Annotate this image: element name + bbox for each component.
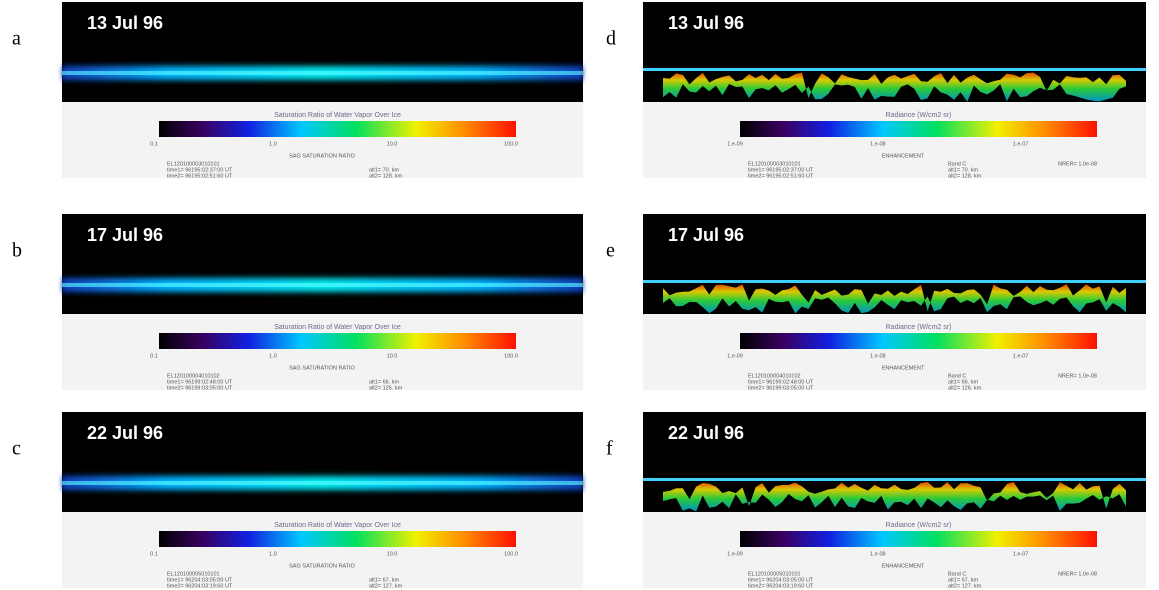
panel: e 17 Jul 96 Radiance (W/cm2 sr) 1.e-09 1.e-0… [606,214,1146,391]
info-time2: time2= 96204:03:19:60 UT [748,583,814,589]
colorbar-tick-label: 1.e-09 [727,353,743,359]
colorbar [740,333,1097,349]
colorbar-label: SAG SATURATION RATIO [289,563,355,569]
info-alt2: alt2= 128. km [948,173,982,179]
colorbar-label: ENHANCEMENT [882,563,925,569]
panel-letter: f [606,438,613,460]
info-alt2: alt2= 126. km [948,385,982,391]
top-line [643,280,1146,283]
colorbar-title: Saturation Ratio of Water Vapor Over Ice [274,522,401,529]
colorbar-tick-label: 0.1 [150,551,158,557]
panel-letter: b [12,240,22,262]
info-time2: time2= 96195:02:51:60 UT [748,173,814,179]
colorbar-tick-label: 1.0 [269,551,277,557]
colorbar [159,531,516,547]
panel: c 22 Jul 96 Saturation Ratio of Water Vapo… [12,412,583,589]
colorbar-label: ENHANCEMENT [882,365,925,371]
date: 22 Jul 96 [87,423,163,443]
colorbar-tick-label: 1.e-09 [727,551,743,557]
colorbar-tick-label: 1.e-08 [870,141,886,147]
info-time2: time2= 96204:03:19:60 UT [167,583,233,589]
colorbar-tick-label: 10.0 [387,353,398,359]
colorbar [159,333,516,349]
colorbar-tick-label: 1.e-08 [870,353,886,359]
panel: a 13 Jul 96 Saturation Ratio of Water Vapo… [12,2,583,179]
colorbar-tick-label: 100.0 [504,551,518,557]
panel-letter: e [606,240,615,262]
colorbar-tick-label: 0.1 [150,353,158,359]
colorbar-title: Saturation Ratio of Water Vapor Over Ice [274,324,401,331]
info-time2: time2= 96195:02:51:60 UT [167,173,233,179]
top-line [643,68,1146,71]
colorbar-tick-label: 1.e-07 [1013,353,1029,359]
info-time2: time2= 96199:03:05:00 UT [167,385,233,391]
vapor-core [62,283,583,287]
colorbar-tick-label: 10.0 [387,141,398,147]
colorbar-title: Radiance (W/cm2 sr) [886,112,952,119]
info-alt2: alt2= 127. km [948,583,982,589]
figure: a 13 Jul 96 Saturation Ratio of Water Vapo… [0,0,1159,590]
colorbar-tick-label: 100.0 [504,353,518,359]
info-alt2: alt2= 128. km [369,173,403,179]
info-nrer: NRER= 1.0e-08 [1058,571,1097,577]
vapor-core [62,481,583,485]
colorbar-tick-label: 1.e-07 [1013,141,1029,147]
colorbar-label: ENHANCEMENT [882,153,925,159]
date: 13 Jul 96 [87,13,163,33]
info-time2: time2= 96199:03:05:00 UT [748,385,814,391]
info-alt2: alt2= 127. km [369,583,403,589]
info-nrer: NRER= 1.0e-08 [1058,161,1097,167]
date: 17 Jul 96 [668,225,744,245]
info-nrer: NRER= 1.0e-08 [1058,373,1097,379]
colorbar-label: SAG SATURATION RATIO [289,153,355,159]
colorbar-tick-label: 0.1 [150,141,158,147]
date: 13 Jul 96 [668,13,744,33]
date: 22 Jul 96 [668,423,744,443]
colorbar-tick-label: 1.0 [269,353,277,359]
colorbar-title: Radiance (W/cm2 sr) [886,522,952,529]
colorbar-label: SAG SATURATION RATIO [289,365,355,371]
panel-letter: c [12,438,21,460]
info-alt2: alt2= 126. km [369,385,403,391]
colorbar-tick-label: 1.e-07 [1013,551,1029,557]
vapor-core [62,71,583,75]
colorbar [740,121,1097,137]
panel: d 13 Jul 96 Radiance (W/cm2 sr) 1.e-09 1.e-0… [606,2,1146,179]
panel: b 17 Jul 96 Saturation Ratio of Water Vapo… [12,214,583,391]
colorbar [740,531,1097,547]
colorbar [159,121,516,137]
top-line [643,478,1146,481]
colorbar-tick-label: 10.0 [387,551,398,557]
colorbar-tick-label: 1.e-08 [870,551,886,557]
panel-letter: a [12,28,21,50]
date: 17 Jul 96 [87,225,163,245]
panel: f 22 Jul 96 Radiance (W/cm2 sr) 1.e-09 1.e-0… [606,412,1146,589]
colorbar-tick-label: 1.e-09 [727,141,743,147]
colorbar-title: Radiance (W/cm2 sr) [886,324,952,331]
panel-letter: d [606,28,616,50]
colorbar-tick-label: 1.0 [269,141,277,147]
colorbar-tick-label: 100.0 [504,141,518,147]
colorbar-title: Saturation Ratio of Water Vapor Over Ice [274,112,401,119]
